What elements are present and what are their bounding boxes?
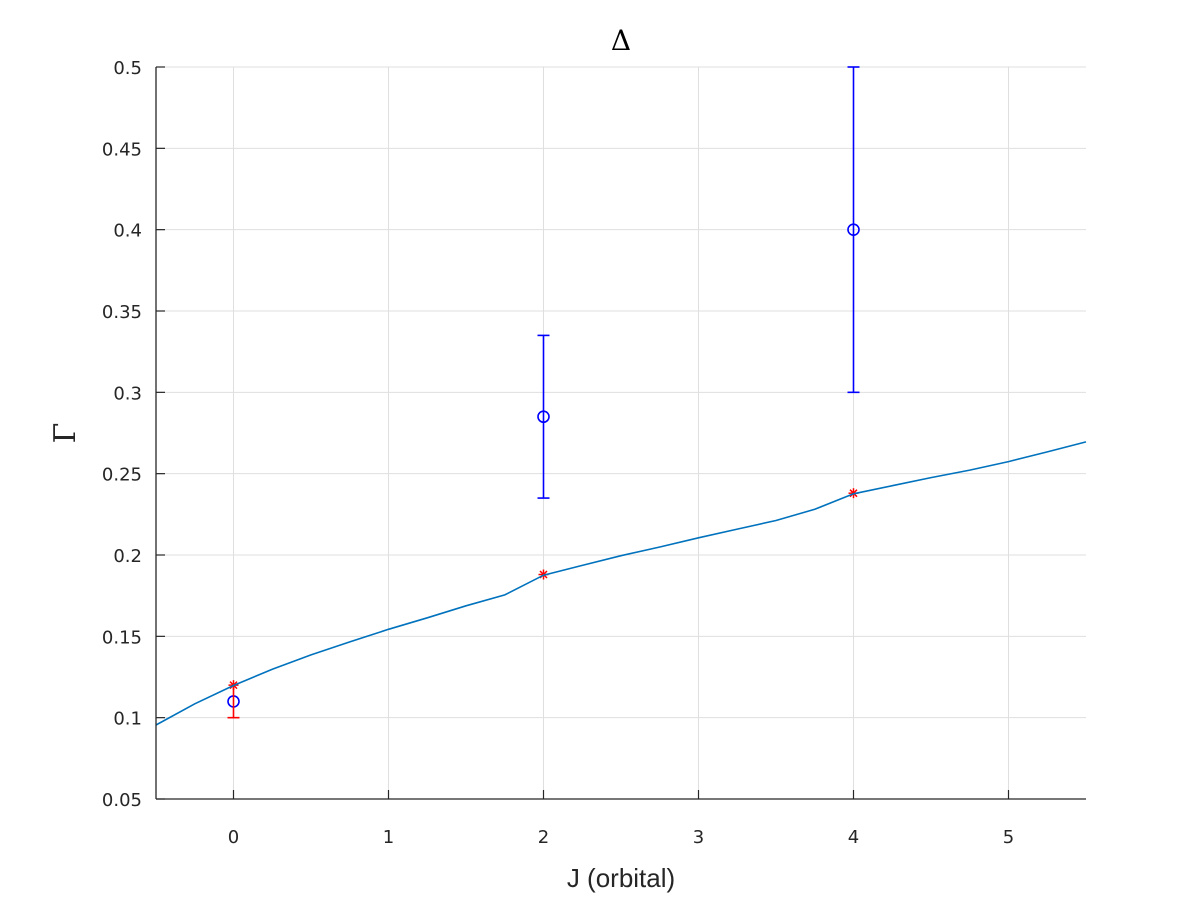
data-point-circle [537, 410, 550, 424]
x-axis-title: J (orbital) [567, 863, 675, 893]
x-tick-label: 1 [383, 827, 394, 848]
chart-title: Δ [611, 24, 631, 57]
y-axis-title: Γ [48, 423, 83, 444]
y-tick-label: 0.2 [113, 546, 142, 567]
y-tick-label: 0.5 [113, 58, 142, 79]
fit-curve [155, 441, 1087, 726]
grid [156, 66, 1086, 800]
x-tick-label: 5 [1003, 827, 1014, 848]
y-tick-label: 0.15 [102, 627, 142, 648]
x-tick-label: 0 [228, 827, 239, 848]
y-tick-label: 0.1 [113, 709, 142, 730]
y-tick-label: 0.3 [113, 383, 142, 404]
x-tick-label: 3 [693, 827, 704, 848]
y-tick-label: 0.25 [102, 465, 142, 486]
y-tick-label: 0.45 [102, 139, 142, 160]
y-tick-label: 0.4 [113, 221, 142, 242]
x-tick-label: 2 [538, 827, 549, 848]
data-point-circle [847, 223, 860, 236]
y-tick-label: 0.05 [102, 790, 142, 811]
y-tick-label: 0.35 [102, 302, 142, 323]
ticks: 0 1 2 3 4 5 0.05 0.1 0.15 0.2 0.25 0.3 0.35 0.4 0.45 0.… [102, 58, 1014, 848]
x-tick-label: 4 [848, 827, 859, 848]
axes [155, 67, 1086, 800]
series-layer [155, 66, 1087, 726]
